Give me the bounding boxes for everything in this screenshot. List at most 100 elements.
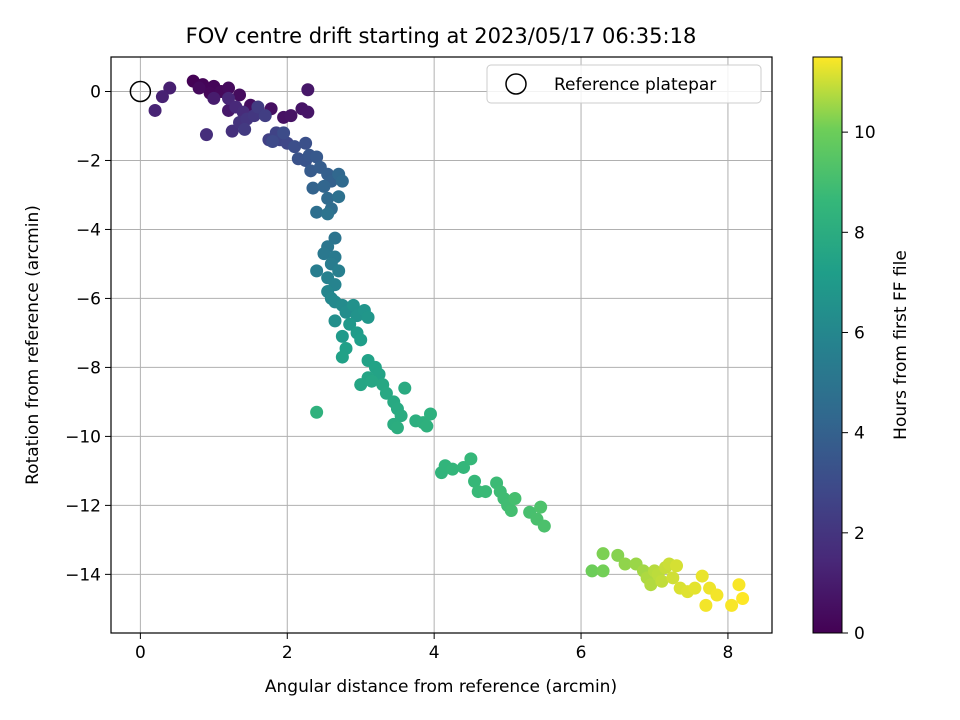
legend-entry-label: Reference platepar bbox=[554, 75, 716, 95]
scatter-points bbox=[148, 74, 750, 612]
data-point bbox=[379, 386, 393, 400]
reference-marker bbox=[129, 80, 152, 103]
data-point bbox=[725, 598, 739, 612]
data-point bbox=[710, 588, 724, 602]
data-point bbox=[199, 128, 213, 142]
data-point bbox=[321, 207, 335, 221]
data-point bbox=[332, 264, 346, 278]
data-point bbox=[354, 333, 368, 347]
x-tick-label: 6 bbox=[576, 643, 587, 663]
data-point bbox=[390, 421, 404, 435]
data-point bbox=[321, 191, 335, 205]
y-axis-ticks: 0 −2 −4 −6 −8 −10 −12 −14 bbox=[65, 82, 111, 585]
data-point bbox=[301, 105, 315, 119]
data-point bbox=[328, 231, 342, 245]
y-tick-label: −14 bbox=[65, 565, 101, 585]
data-point bbox=[596, 547, 610, 561]
data-point bbox=[420, 419, 434, 433]
y-tick-label: −6 bbox=[76, 289, 101, 309]
data-point bbox=[534, 500, 548, 514]
y-tick-label: −12 bbox=[65, 496, 101, 516]
y-tick-label: −2 bbox=[76, 151, 101, 171]
data-point bbox=[670, 559, 684, 573]
data-point bbox=[354, 378, 368, 392]
data-point bbox=[192, 81, 206, 95]
data-point bbox=[306, 181, 320, 195]
y-axis-label: Rotation from reference (arcmin) bbox=[23, 205, 43, 485]
data-point bbox=[468, 474, 482, 488]
data-point bbox=[365, 374, 379, 388]
colorbar-tick-label: 0 bbox=[854, 624, 865, 644]
data-point bbox=[332, 190, 346, 204]
data-point bbox=[299, 136, 313, 150]
data-point bbox=[288, 140, 302, 154]
data-point bbox=[457, 460, 471, 474]
data-point bbox=[732, 578, 746, 592]
data-point bbox=[508, 491, 522, 505]
data-point bbox=[655, 574, 669, 588]
colorbar-tick-label: 4 bbox=[854, 424, 865, 444]
data-point bbox=[310, 264, 324, 278]
data-point bbox=[222, 91, 236, 105]
x-tick-label: 0 bbox=[135, 643, 146, 663]
data-point bbox=[618, 557, 632, 571]
data-point bbox=[310, 150, 324, 164]
data-point bbox=[446, 462, 460, 476]
colorbar-tick-label: 6 bbox=[854, 323, 865, 343]
data-point bbox=[585, 564, 599, 578]
data-point bbox=[222, 81, 236, 95]
data-point bbox=[666, 571, 680, 585]
chart-title: FOV centre drift starting at 2023/05/17 … bbox=[186, 24, 697, 48]
y-tick-label: −10 bbox=[65, 427, 101, 447]
plot-background bbox=[111, 57, 772, 633]
data-point bbox=[423, 407, 437, 421]
data-point bbox=[310, 405, 324, 419]
colorbar-tick-label: 10 bbox=[854, 123, 876, 143]
data-point bbox=[163, 81, 177, 95]
x-axis-ticks: 0 2 4 6 8 bbox=[135, 633, 733, 663]
colorbar-tick-label: 8 bbox=[854, 223, 865, 243]
data-point bbox=[504, 504, 518, 518]
data-point bbox=[611, 548, 625, 562]
data-point bbox=[328, 314, 342, 328]
data-point bbox=[317, 179, 331, 193]
data-point bbox=[335, 350, 349, 364]
data-point bbox=[148, 103, 162, 117]
data-point bbox=[155, 90, 169, 104]
data-point bbox=[699, 598, 713, 612]
y-tick-label: 0 bbox=[90, 82, 101, 102]
data-point bbox=[225, 124, 239, 138]
y-tick-label: −8 bbox=[76, 358, 101, 378]
data-point bbox=[266, 135, 280, 149]
data-point bbox=[301, 83, 315, 97]
colorbar-gradient bbox=[812, 56, 843, 634]
data-point bbox=[537, 519, 551, 533]
data-point bbox=[258, 109, 272, 123]
data-point bbox=[479, 485, 493, 499]
data-point bbox=[343, 317, 357, 331]
data-point bbox=[251, 100, 265, 114]
data-point bbox=[688, 581, 702, 595]
data-point bbox=[310, 205, 324, 219]
legend-box bbox=[486, 64, 762, 104]
data-point bbox=[361, 310, 375, 324]
data-point bbox=[284, 109, 298, 123]
colorbar-ticks: 0 2 4 6 8 10 bbox=[842, 123, 876, 644]
data-point bbox=[233, 88, 247, 102]
data-point bbox=[596, 564, 610, 578]
data-point bbox=[238, 122, 252, 136]
data-point bbox=[394, 409, 408, 423]
colorbar: 0 2 4 6 8 10 Hours from first FF file bbox=[812, 56, 911, 644]
x-axis-label: Angular distance from reference (arcmin) bbox=[265, 677, 617, 697]
data-point bbox=[335, 174, 349, 188]
x-tick-label: 4 bbox=[429, 643, 440, 663]
data-point bbox=[335, 329, 349, 343]
data-point bbox=[695, 569, 709, 583]
y-tick-label: −4 bbox=[76, 220, 101, 240]
data-point bbox=[207, 91, 221, 105]
data-point bbox=[644, 578, 658, 592]
data-point bbox=[736, 592, 750, 606]
legend-marker-icon bbox=[505, 73, 527, 95]
data-point bbox=[317, 247, 331, 261]
legend: Reference platepar bbox=[486, 64, 762, 104]
